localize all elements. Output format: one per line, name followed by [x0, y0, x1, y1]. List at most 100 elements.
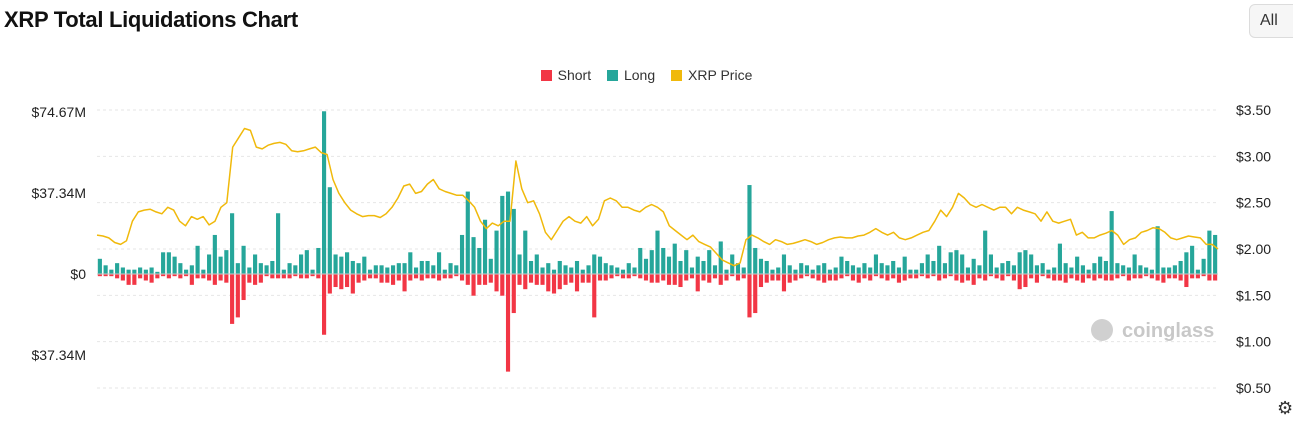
legend-item-price[interactable]: XRP Price — [671, 67, 752, 83]
long-bar — [310, 269, 315, 274]
long-bar — [253, 254, 258, 274]
short-bar — [827, 274, 833, 281]
long-bar — [390, 265, 396, 274]
short-bar — [862, 274, 867, 279]
short-bar — [546, 274, 551, 292]
short-bar — [770, 274, 775, 281]
short-bar — [459, 274, 465, 281]
short-bar — [345, 274, 350, 288]
time-range-button[interactable]: All — [1249, 4, 1293, 38]
long-bar — [1103, 260, 1108, 274]
long-bar — [419, 260, 424, 274]
long-bar — [276, 213, 281, 274]
right-tick-label-1: $3.00 — [1236, 148, 1271, 164]
long-bar — [764, 260, 769, 274]
short-bar — [1040, 274, 1045, 277]
short-bar — [557, 274, 562, 290]
short-bar — [1155, 274, 1160, 281]
short-bar — [218, 274, 223, 281]
long-bar — [304, 250, 309, 274]
short-bar — [781, 274, 787, 292]
short-bar — [304, 274, 309, 279]
long-bar — [960, 254, 965, 274]
short-bar — [638, 274, 643, 279]
short-bar — [201, 274, 206, 279]
long-bar — [862, 263, 867, 274]
long-bar — [230, 213, 235, 274]
long-bar — [1138, 265, 1143, 274]
long-bar — [212, 234, 217, 274]
long-bar — [1046, 269, 1051, 274]
short-bar — [505, 274, 511, 372]
short-bar — [402, 274, 407, 292]
long-bar — [810, 269, 815, 274]
short-bar — [718, 274, 723, 285]
long-bar — [281, 269, 286, 274]
long-bar — [172, 256, 177, 274]
short-bar — [603, 274, 608, 281]
settings-gear-icon[interactable]: ⚙ — [1277, 398, 1293, 418]
short-bar — [787, 274, 792, 283]
short-bar — [1126, 274, 1131, 281]
long-bar — [287, 263, 292, 274]
short-bar — [684, 274, 689, 281]
short-bar — [155, 274, 160, 279]
long-bar — [649, 250, 654, 274]
short-bar — [977, 274, 982, 279]
short-bar — [1052, 274, 1057, 281]
long-bar — [793, 269, 798, 274]
short-bar — [971, 274, 976, 285]
short-bar — [845, 274, 850, 277]
long-bar — [97, 258, 102, 274]
short-bar — [115, 274, 120, 279]
short-bar — [1075, 274, 1080, 281]
long-bar — [1057, 243, 1062, 274]
short-bar — [143, 274, 148, 281]
short-bar — [983, 274, 988, 281]
long-bar — [1121, 265, 1126, 274]
short-bar — [597, 274, 603, 281]
legend-item-long[interactable]: Long — [606, 67, 655, 83]
long-bar — [540, 267, 545, 274]
short-bar — [258, 274, 263, 283]
right-tick-label-4: $1.50 — [1236, 287, 1271, 303]
long-bar — [942, 263, 948, 274]
long-bar — [1063, 263, 1068, 274]
short-bar — [511, 274, 516, 314]
short-bar — [879, 274, 884, 279]
short-bar — [195, 274, 200, 279]
short-bar — [902, 274, 907, 281]
long-bar — [488, 258, 493, 274]
long-bar — [471, 237, 476, 274]
legend-swatch-long — [606, 70, 618, 81]
short-bar — [1029, 274, 1034, 279]
short-bar — [586, 274, 591, 283]
long-bar — [931, 260, 936, 274]
short-bar — [454, 274, 459, 277]
short-bar — [896, 274, 902, 283]
long-bar — [218, 256, 223, 274]
long-bar — [735, 263, 741, 274]
short-bar — [138, 274, 143, 279]
long-bar — [1207, 230, 1212, 274]
short-bar — [1184, 274, 1189, 288]
long-bar — [293, 265, 298, 274]
short-bar — [362, 274, 367, 281]
legend-swatch-price — [671, 70, 683, 81]
long-bar — [241, 245, 246, 274]
long-bar — [264, 265, 269, 274]
short-bar — [908, 274, 913, 279]
short-bar — [689, 274, 695, 279]
long-bar — [500, 195, 505, 274]
short-bar — [316, 274, 321, 279]
long-bar — [115, 263, 120, 274]
long-bar — [781, 254, 787, 274]
long-bar — [1178, 260, 1183, 274]
right-tick-label-2: $2.50 — [1236, 195, 1271, 211]
long-bar — [431, 265, 436, 274]
short-bar — [471, 274, 476, 296]
legend-item-short[interactable]: Short — [540, 67, 591, 83]
long-bar — [454, 265, 459, 274]
short-bar — [161, 274, 166, 277]
